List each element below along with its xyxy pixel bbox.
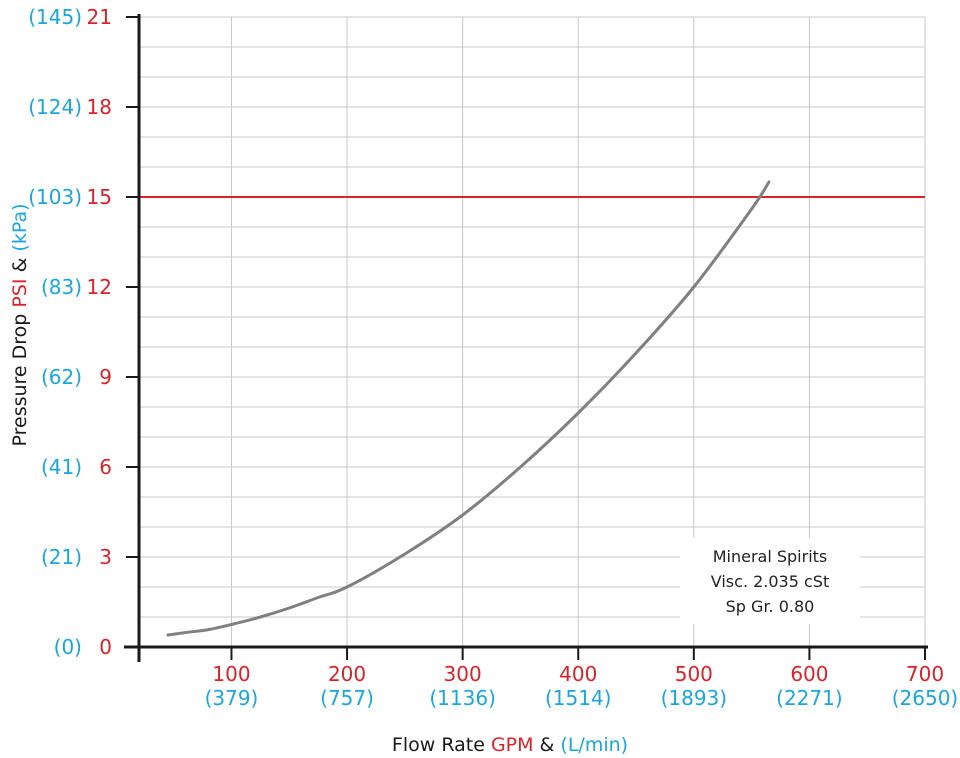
annotation-box: Mineral Spirits Visc. 2.035 cSt Sp Gr. 0… — [680, 538, 860, 624]
y-tick-sublabel: (83) — [41, 275, 82, 299]
x-tick-sublabel: (1136) — [429, 686, 496, 710]
series-layer — [166, 180, 771, 637]
x-tick-label: 100 — [212, 662, 250, 686]
y-tick-label: 21 — [87, 5, 112, 29]
y-axis-title: Pressure Drop PSI & (kPa) — [9, 203, 31, 446]
y-tick-sublabel: (124) — [28, 95, 82, 119]
y-tick-sublabel: (62) — [41, 365, 82, 389]
x-axis-title-secondary-unit: (L/min) — [560, 734, 628, 756]
axes — [124, 14, 928, 662]
annotation-background — [680, 538, 860, 624]
x-tick-label: 700 — [906, 662, 944, 686]
x-tick-labels: 100(379) 200(757) 300(1136) 400(1514) 500(18… — [205, 662, 959, 710]
x-tick-sublabel: (2650) — [892, 686, 959, 710]
y-axis-title-joiner: & — [9, 252, 31, 279]
x-tick-sublabel: (379) — [205, 686, 259, 710]
x-axis-title-joiner: & — [534, 734, 561, 756]
x-tick-label: 400 — [559, 662, 597, 686]
x-tick-label: 200 — [328, 662, 366, 686]
y-tick-label: 18 — [87, 95, 112, 119]
y-tick-sublabel: (103) — [28, 185, 82, 209]
x-axis-title-primary-unit: GPM — [491, 734, 534, 756]
y-tick-sublabel: (21) — [41, 545, 82, 569]
x-axis-title: Flow Rate GPM & (L/min) — [392, 734, 628, 756]
annotation-line-1: Mineral Spirits — [713, 547, 828, 566]
x-tick-sublabel: (2271) — [776, 686, 843, 710]
y-tick-label: 9 — [99, 365, 112, 389]
annotation-line-2: Visc. 2.035 cSt — [711, 572, 829, 591]
y-tick-label: 6 — [99, 455, 112, 479]
x-tick-label: 500 — [675, 662, 713, 686]
y-tick-label: 3 — [99, 545, 112, 569]
x-tick-label: 600 — [790, 662, 828, 686]
y-axis-title-secondary-unit: (kPa) — [9, 203, 31, 251]
y-axis-title-prefix: Pressure Drop — [9, 308, 31, 447]
y-tick-sublabel: (0) — [54, 635, 82, 659]
series-line — [166, 180, 771, 637]
y-tick-label: 0 — [99, 635, 112, 659]
y-tick-sublabel: (41) — [41, 455, 82, 479]
y-tick-label: 15 — [87, 185, 112, 209]
x-tick-sublabel: (1514) — [545, 686, 612, 710]
grid — [139, 16, 926, 647]
y-tick-sublabel: (145) — [28, 5, 82, 29]
x-tick-sublabel: (1893) — [661, 686, 728, 710]
y-tick-labels: 0 (0) 3 (21) 6 (41) 9 (62) 12(83) 15(103) 18(124) 2… — [28, 5, 112, 659]
x-tick-label: 300 — [444, 662, 482, 686]
y-tick-label: 12 — [87, 275, 112, 299]
y-axis-title-primary-unit: PSI — [9, 278, 31, 307]
x-tick-sublabel: (757) — [320, 686, 374, 710]
annotation-line-3: Sp Gr. 0.80 — [726, 597, 815, 616]
x-axis-title-prefix: Flow Rate — [392, 734, 491, 756]
